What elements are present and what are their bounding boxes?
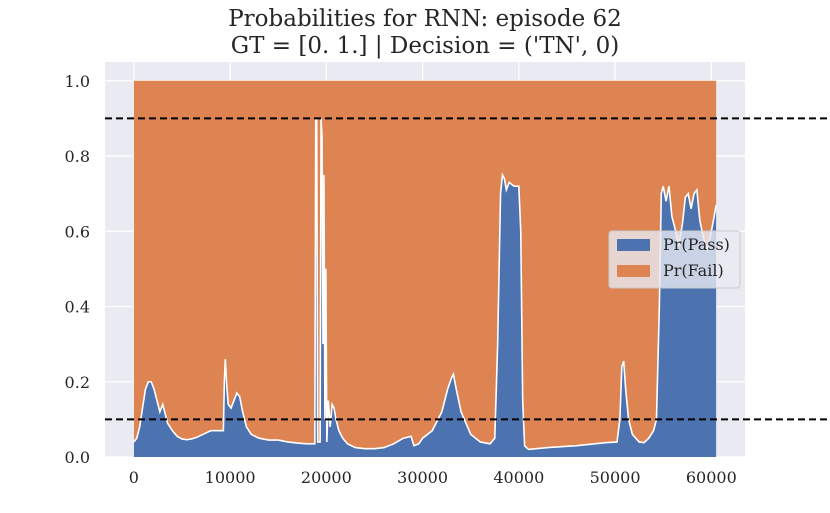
stacked-areas [133,80,717,457]
legend-swatch-fail [617,265,650,277]
x-tick-label: 60000 [686,468,737,487]
y-tick-label: 0.2 [65,373,90,392]
y-tick-label: 0.4 [65,298,90,317]
x-tick-label: 30000 [397,468,448,487]
x-tick-label: 20000 [301,468,352,487]
x-tick-label: 0 [129,468,139,487]
y-tick-label: 1.0 [65,72,90,91]
boundary-line [133,117,717,451]
area-pr-pass [133,118,717,457]
y-tick-label: 0.6 [65,222,90,241]
y-tick-label: 0.8 [65,147,90,166]
legend: Pr(Pass) Pr(Fail) [608,230,741,289]
area-pr-fail [133,80,717,450]
x-axis-ticks: 0 10000 20000 30000 40000 50000 60000 [129,468,737,487]
legend-label-fail: Pr(Fail) [663,261,724,280]
legend-label-pass: Pr(Pass) [663,235,730,254]
x-tick-label: 40000 [493,468,544,487]
legend-swatch-pass [617,239,650,251]
y-tick-label: 0.0 [65,448,90,467]
chart-title: Probabilities for RNN: episode 62 [228,6,622,32]
y-axis-ticks: 0.0 0.2 0.4 0.6 0.8 1.0 [65,72,90,467]
x-tick-label: 50000 [590,468,641,487]
chart-subtitle: GT = [0. 1.] | Decision = ('TN', 0) [231,33,619,59]
x-tick-label: 10000 [205,468,256,487]
